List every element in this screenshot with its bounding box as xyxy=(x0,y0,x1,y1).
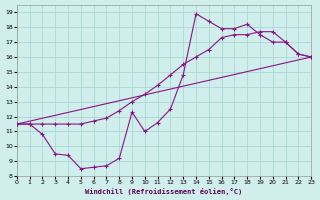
X-axis label: Windchill (Refroidissement éolien,°C): Windchill (Refroidissement éolien,°C) xyxy=(85,188,243,195)
